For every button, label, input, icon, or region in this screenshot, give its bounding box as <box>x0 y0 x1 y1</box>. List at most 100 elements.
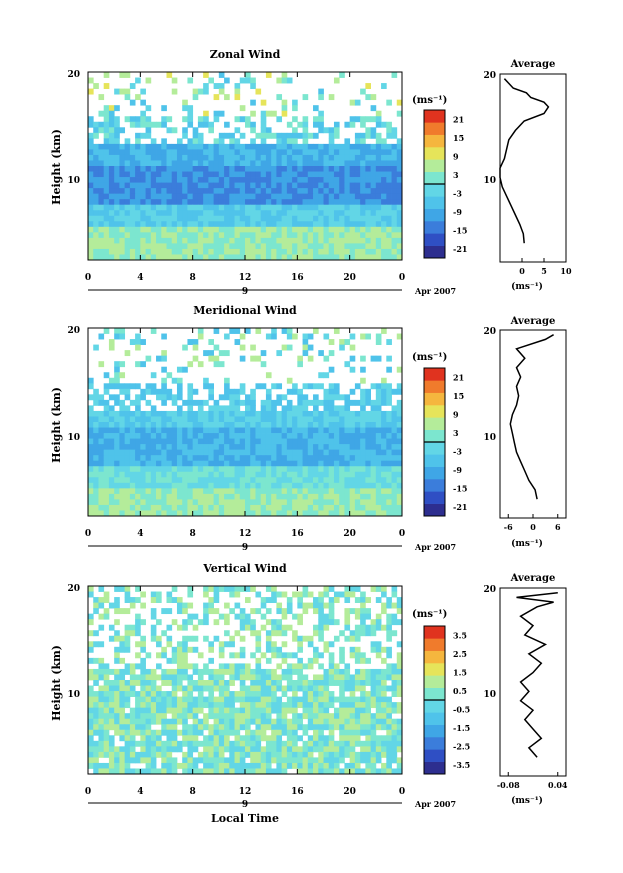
heatmap-cell <box>234 735 241 742</box>
heatmap-cell <box>255 477 262 484</box>
heatmap-cell <box>135 405 141 412</box>
heatmap-cell <box>255 232 262 239</box>
heatmap-cell <box>313 691 319 697</box>
heatmap-cell <box>292 762 298 769</box>
heatmap-cell <box>265 488 272 495</box>
heatmap-cell <box>98 248 105 255</box>
average-y-tick: 20 <box>483 327 496 337</box>
heatmap-cell <box>103 768 110 775</box>
heatmap-cell <box>281 210 288 217</box>
heatmap-cell <box>370 619 377 626</box>
heatmap-cell <box>370 405 377 412</box>
heatmap-cell <box>224 438 230 445</box>
heatmap-cell <box>370 399 377 406</box>
heatmap-cell <box>354 166 361 172</box>
heatmap-cell <box>197 138 204 145</box>
heatmap-cell <box>260 405 267 412</box>
heatmap-cell <box>245 488 251 495</box>
heatmap-cell <box>114 182 120 189</box>
heatmap-cell <box>156 768 162 775</box>
heatmap-cell <box>344 394 351 401</box>
heatmap-cell <box>119 372 126 379</box>
heatmap-cell <box>271 232 277 239</box>
heatmap-cell <box>250 757 256 764</box>
heatmap-cell <box>302 399 309 406</box>
heatmap-cell <box>93 729 99 736</box>
heatmap-cell <box>307 433 314 439</box>
heatmap-cell <box>218 504 225 511</box>
heatmap-cell <box>381 438 387 445</box>
heatmap-cell <box>297 762 303 769</box>
heatmap-cell <box>339 482 345 489</box>
heatmap-cell <box>161 105 167 112</box>
heatmap-cell <box>213 232 220 239</box>
heatmap-cell <box>108 724 115 731</box>
heatmap-cell <box>260 99 267 106</box>
heatmap-cell <box>276 154 283 161</box>
heatmap-cell <box>386 394 392 401</box>
heatmap-cell <box>302 746 309 753</box>
heatmap-cell <box>140 232 146 239</box>
heatmap-cell <box>370 504 377 511</box>
heatmap-cell <box>239 143 246 150</box>
heatmap-cell <box>391 510 398 517</box>
heatmap-cell <box>88 116 94 123</box>
heatmap-cell <box>370 624 377 631</box>
heatmap-cell <box>135 193 141 200</box>
heatmap-cell <box>114 143 120 150</box>
heatmap-cell <box>349 366 356 373</box>
heatmap-cell <box>203 427 209 434</box>
heatmap-cell <box>129 735 136 742</box>
heatmap-cell <box>213 460 220 467</box>
heatmap-cell <box>208 751 214 758</box>
heatmap-cell <box>145 438 152 445</box>
heatmap-cell <box>161 138 167 145</box>
heatmap-cell <box>339 254 345 261</box>
heatmap-cell <box>265 477 272 484</box>
heatmap-cell <box>381 232 387 239</box>
heatmap-cell <box>265 608 272 615</box>
heatmap-cell <box>156 652 162 659</box>
heatmap-cell <box>103 674 110 681</box>
heatmap-cell <box>281 199 288 206</box>
heatmap-cell <box>203 680 209 686</box>
heatmap-cell <box>145 204 152 211</box>
heatmap-cell <box>245 405 251 412</box>
heatmap-cell <box>192 466 199 473</box>
heatmap-cell <box>292 652 298 659</box>
heatmap-cell <box>93 149 99 156</box>
heatmap-cell <box>98 160 105 167</box>
heatmap-cell <box>245 116 251 123</box>
heatmap-cell <box>135 663 141 670</box>
heatmap-cell <box>396 444 403 451</box>
heatmap-cell <box>119 713 126 720</box>
heatmap-cell <box>140 751 146 758</box>
heatmap-cell <box>360 215 366 222</box>
heatmap-cell <box>381 735 387 742</box>
heatmap-cell <box>218 193 225 200</box>
colorbar-tick-label: 9 <box>453 409 459 419</box>
heatmap-cell <box>108 237 115 244</box>
heatmap-cell <box>328 127 335 134</box>
heatmap-cell <box>339 591 345 598</box>
heatmap-cell <box>339 740 345 747</box>
heatmap-cell <box>119 635 126 642</box>
heatmap-cell <box>281 132 288 139</box>
heatmap-cell <box>344 488 351 495</box>
heatmap-cell <box>161 455 167 462</box>
heatmap-cell <box>103 254 110 261</box>
heatmap-cell <box>354 768 361 775</box>
heatmap-cell <box>281 243 288 250</box>
heatmap-cell <box>370 210 377 217</box>
heatmap-cell <box>171 729 178 736</box>
heatmap-cell <box>239 449 246 456</box>
heatmap-cell <box>161 149 167 156</box>
heatmap-cell <box>135 707 141 714</box>
heatmap-cell <box>339 751 345 758</box>
heatmap-cell <box>292 422 298 428</box>
heatmap-cell <box>208 499 214 506</box>
heatmap-cell <box>156 685 162 692</box>
heatmap-cell <box>281 344 288 351</box>
heatmap-cell <box>166 221 173 228</box>
heatmap-cell <box>161 243 167 250</box>
